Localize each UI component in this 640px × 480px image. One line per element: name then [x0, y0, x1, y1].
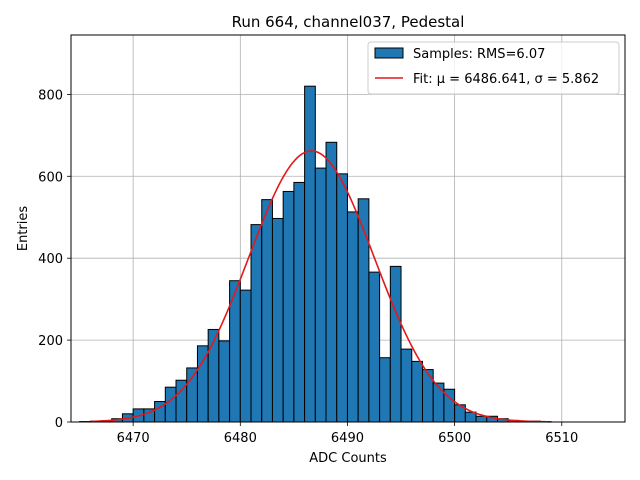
histogram-bar	[368, 271, 381, 423]
histogram-bar	[357, 198, 370, 423]
y-tick-label: 400	[38, 252, 63, 267]
y-tick-label: 0	[55, 416, 63, 431]
y-axis-label: Entries	[16, 206, 31, 252]
histogram-bar	[325, 141, 338, 423]
histogram-bar	[196, 345, 209, 423]
histogram-bar	[164, 386, 177, 423]
y-tick-label: 200	[38, 334, 63, 349]
histogram-bar	[250, 224, 263, 423]
y-tick-label: 600	[38, 170, 63, 185]
histogram-bar	[464, 411, 477, 423]
legend-fit-sigma: σ = 5.862	[535, 72, 600, 87]
histogram-bar	[411, 360, 423, 423]
y-tick-label: 800	[38, 88, 63, 103]
histogram-bar	[314, 167, 327, 423]
x-tick-label: 6500	[438, 431, 471, 446]
histogram-bar	[336, 173, 348, 423]
histogram-bar	[389, 265, 402, 423]
legend-fit-sep: ,	[526, 72, 534, 87]
histogram-bar	[432, 382, 445, 423]
histogram-bar	[475, 415, 488, 423]
x-tick-label: 6510	[545, 431, 578, 446]
legend: Samples: RMS=6.07 Fit: μ = 6486.641, σ =…	[367, 41, 620, 95]
legend-fit-prefix: Fit:	[413, 72, 437, 87]
histogram-bar	[293, 181, 306, 423]
histogram-bar	[261, 199, 273, 423]
histogram-bars	[79, 85, 552, 423]
histogram-bar	[379, 357, 391, 423]
histogram-bar	[218, 340, 231, 423]
histogram-bar	[346, 211, 359, 423]
histogram-bar	[186, 367, 198, 423]
x-axis-label: ADC Counts	[309, 451, 387, 466]
fit-curve	[90, 150, 552, 423]
legend-samples-label: Samples: RMS=6.07	[413, 47, 545, 62]
legend-fit-label: Fit: μ = 6486.641, σ = 5.862	[413, 72, 599, 87]
histogram-bar	[282, 190, 295, 423]
histogram-bar	[400, 348, 413, 423]
legend-box	[367, 41, 620, 95]
histogram-bar	[239, 289, 252, 423]
x-tick-label: 6490	[331, 431, 364, 446]
x-axis-ticks: 6470 6480 6490 6500 6510	[117, 422, 578, 446]
chart-title: Run 664, channel037, Pedestal	[232, 13, 465, 31]
y-axis-ticks: 0 200 400 600 800	[38, 88, 71, 431]
x-tick-label: 6480	[224, 431, 257, 446]
histogram-bar	[304, 85, 316, 423]
x-tick-label: 6470	[117, 431, 150, 446]
legend-samples-swatch	[374, 47, 404, 59]
plot-frame	[70, 34, 626, 423]
legend-fit-mu: μ = 6486.641	[437, 72, 526, 87]
histogram-bar	[271, 217, 284, 423]
